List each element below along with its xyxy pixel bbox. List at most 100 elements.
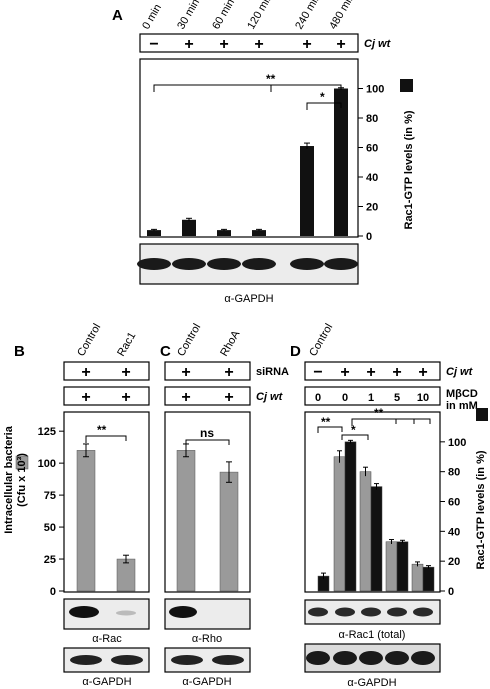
panel-b-blot-label-1: α-Rac [92, 633, 122, 645]
panel-d-cj-label: Cj wt [446, 366, 474, 378]
panel-c-sirna-1: + [224, 364, 233, 381]
panel-c-sirna-0: + [181, 364, 190, 381]
panel-b-letter: B [14, 343, 25, 360]
panel-c-cj-label: Cj wt [256, 391, 284, 403]
panel-d-bar-s0-4 [411, 563, 424, 592]
panel-c-gapdh-band-2 [212, 655, 244, 665]
panel-d-mbcd-label-1: MβCD [446, 388, 478, 400]
panel-a-significance: ** * [153, 72, 342, 110]
panel-b-gapdh-band-2 [111, 655, 143, 665]
panel-a-yticklabel-0: 0 [366, 231, 372, 243]
panel-d-yticklabel-0: 0 [448, 586, 454, 598]
panel-d-bar-s0-1 [333, 456, 346, 592]
panel-a-bar-4 [300, 146, 314, 236]
panel-b-sig: ** [97, 423, 107, 437]
panel-c-blot-label-1: α-Rho [192, 633, 222, 645]
panel-d-sig-2: * [351, 423, 356, 437]
panel-b-col-1: Rac1 [115, 330, 138, 358]
panel-b-signs: + + + + [81, 364, 130, 406]
panel-a-yticklabel-3: 60 [366, 143, 378, 155]
panel-c-col-0: Control [175, 322, 203, 359]
panel-a-y-axis: 0 20 40 60 80 100 [358, 84, 384, 243]
panel-a-bar-1 [182, 219, 196, 236]
panel-a-plot-frame [139, 58, 359, 238]
panel-c-col-1: RhoA [218, 328, 242, 358]
panel-d-yticklabel-1: 20 [448, 556, 460, 568]
panel-c-rho-band-1 [169, 606, 197, 618]
panel-c: C Control RhoA + ++ + siRNA Cj wt ns α-Rho … [160, 322, 289, 688]
panel-b-sirna-0: + [81, 364, 90, 381]
panel-b-yticklabel-1: 25 [44, 554, 56, 566]
panel-b-cj-row [63, 386, 150, 406]
panel-d-bar-s0-2 [359, 471, 372, 592]
panel-b-significance: ** [85, 423, 127, 443]
panel-a-legend-black [400, 79, 413, 92]
panel-b-sirna-row [63, 361, 150, 381]
panel-d-mbcd-2: 1 [368, 392, 374, 404]
panel-d-bar-s1-4 [422, 566, 435, 592]
panel-d-rac1-band-1 [335, 607, 355, 617]
panel-c-letter: C [160, 343, 171, 360]
panel-d-bar-s0-3 [385, 541, 398, 592]
panel-a-bar-0 [147, 230, 161, 236]
panel-b-rac-band-1 [69, 606, 99, 618]
panel-c-blot-label-2: α-GAPDH [182, 676, 231, 688]
panel-b-yticklabel-2: 50 [44, 522, 56, 534]
panel-b-bars [76, 443, 136, 592]
panel-d-bar-s1-3 [396, 541, 409, 592]
panel-b-yticklabel-5: 125 [38, 426, 56, 438]
panel-d-significance: ** * ** [317, 406, 431, 440]
panel-d-bars [317, 439, 435, 592]
panel-d-yticklabel-3: 60 [448, 497, 460, 509]
panel-a-sign-3: + [254, 36, 263, 53]
panel-a-time-1: 30 min [175, 0, 202, 32]
panel-c-bar-1 [219, 471, 239, 592]
panel-d-yticklabel-4: 80 [448, 467, 460, 479]
panel-d-legend-black [476, 408, 488, 421]
panel-d-mbcd-label-2: in mM [446, 400, 478, 412]
panel-d-sign-0: − [313, 364, 322, 381]
panel-b-rac-band-2 [116, 610, 136, 616]
panel-a-cj-signs: − + + + + + [149, 36, 345, 53]
panel-a-blot-band-4 [290, 258, 324, 270]
panel-a-letter: A [112, 7, 123, 24]
panel-a-yticklabel-1: 20 [366, 202, 378, 214]
panel-c-sirna-row [164, 361, 251, 381]
panel-c-sig: ns [200, 426, 214, 440]
panel-a-sign-1: + [184, 36, 193, 53]
panel-a-time-4: 240 min [293, 0, 323, 31]
panel-d-blot-label-1: α-Rac1 (total) [339, 629, 406, 641]
panel-a-bar-3 [252, 230, 266, 236]
panel-b-yticklabel-4: 100 [38, 458, 56, 470]
panel-d-sig-3: ** [374, 406, 384, 420]
panel-c-signs: + + + + [181, 364, 233, 406]
panel-c-cj-row [164, 386, 251, 406]
panel-b-y-label-line1: Intracellular bacteria [3, 425, 15, 533]
panel-b-plot-frame [63, 411, 150, 593]
panel-d-mbcd-0: 0 [315, 392, 321, 404]
panel-c-bars [176, 443, 239, 592]
panel-c-significance: ns [185, 426, 230, 446]
panel-d-rac1-bands [308, 607, 433, 617]
panel-a-sig-1: ** [266, 72, 276, 86]
panel-b-sirna-1: + [121, 364, 130, 381]
panel-a-blot-band-2 [207, 258, 241, 270]
panel-d-column-labels: Control [307, 322, 335, 359]
panel-d-gapdh-band-0 [306, 651, 330, 665]
panel-a-yticklabel-2: 40 [366, 172, 378, 184]
panel-a-blot-label: α-GAPDH [224, 293, 273, 305]
panel-d-rac1-band-3 [387, 607, 407, 617]
panel-b-yticklabel-3: 75 [44, 490, 56, 502]
panel-a-cj-row [139, 33, 359, 53]
panel-d-gapdh-band-2 [359, 651, 383, 665]
panel-b-column-labels: Control Rac1 [75, 322, 138, 359]
panel-a-blot-band-1 [172, 258, 206, 270]
panel-b-blot-label-2: α-GAPDH [82, 676, 131, 688]
panel-d-rac1-band-0 [308, 607, 328, 617]
panel-d-sign-1: + [340, 364, 349, 381]
panel-d-col-0: Control [307, 322, 335, 359]
panel-a-sign-0: − [149, 36, 158, 53]
panel-d-bar-s1-2 [370, 486, 383, 592]
panel-d-sign-2: + [366, 364, 375, 381]
panel-d-yticklabel-5: 100 [448, 437, 466, 449]
